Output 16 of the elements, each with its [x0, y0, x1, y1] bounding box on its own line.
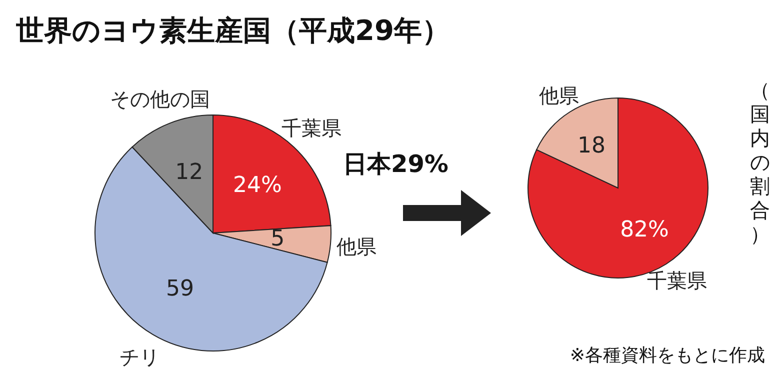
chart-title: 世界のヨウ素生産国（平成29年）: [16, 13, 450, 49]
data-label: 12: [175, 160, 204, 186]
data-label: 24%: [232, 173, 282, 198]
slice-label: 千葉県: [282, 116, 342, 140]
data-label: 5: [270, 226, 285, 252]
data-label: 18: [577, 134, 606, 159]
slice-label: 千葉県: [646, 268, 707, 293]
slice-label: チリ: [120, 344, 160, 369]
data-label: 59: [166, 276, 194, 302]
data-label: 82%: [620, 217, 669, 242]
text: 日本29%: [343, 149, 448, 180]
slice-label: 他県: [336, 234, 376, 259]
slice-label: 他県: [539, 83, 580, 108]
slice-label: その他の国: [110, 87, 210, 112]
text: ※各種資料をもとに作成: [570, 344, 765, 367]
text: （国内の割合）: [749, 78, 771, 246]
